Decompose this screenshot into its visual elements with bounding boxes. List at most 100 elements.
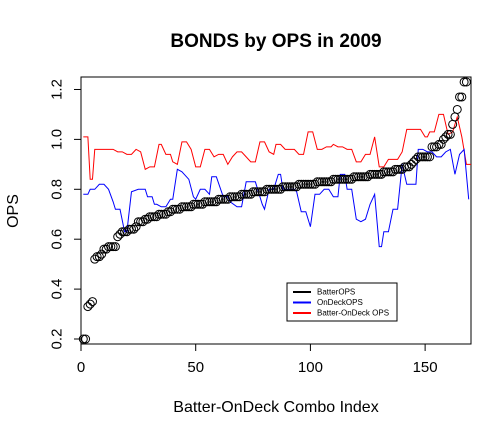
- batter-ops-point: [129, 224, 139, 234]
- batter-ops-point: [351, 172, 361, 182]
- legend-label: BatterOPS: [317, 288, 355, 297]
- batter-ops-point: [461, 77, 471, 87]
- batter-ops-point: [269, 184, 279, 194]
- batter-ops-point: [413, 152, 423, 162]
- batter-ops-point: [335, 174, 345, 184]
- batter-ops-point: [312, 177, 322, 187]
- batter-ops-point: [317, 177, 327, 187]
- batter-ops-point: [333, 174, 343, 184]
- batter-ops-point: [422, 152, 432, 162]
- batter-ops-point: [278, 182, 288, 192]
- batter-ops-point: [204, 197, 214, 207]
- series-layer: [78, 77, 471, 344]
- batter-ops-point: [85, 299, 95, 309]
- y-axis-title: OPS: [5, 194, 22, 228]
- y-tick-label: 1.2: [49, 79, 66, 100]
- batter-ops-point: [216, 194, 226, 204]
- legend-label: Batter-OnDeck OPS: [317, 309, 389, 318]
- batter-ops-point: [432, 142, 442, 152]
- batter-ops-point: [354, 172, 364, 182]
- batter-ops-point: [390, 164, 400, 174]
- batter-ops-point: [97, 249, 107, 259]
- plot-frame: [80, 76, 472, 345]
- batter-ops-point: [338, 174, 348, 184]
- batter-ops-point: [365, 169, 375, 179]
- batter-ops-point: [301, 179, 311, 189]
- batter-ops-point: [200, 197, 210, 207]
- batter-ops-point: [250, 187, 260, 197]
- ondeckops-line: [83, 148, 470, 248]
- batter-ops-point: [296, 179, 306, 189]
- batter-ops-point: [227, 192, 237, 202]
- x-tick-label: 0: [77, 359, 85, 376]
- batter-ondeck-ops-line: [83, 113, 471, 180]
- batter-ops-point: [340, 174, 350, 184]
- batter-ops-point: [179, 202, 189, 212]
- batter-ops-point: [455, 92, 465, 102]
- batter-ops-point: [356, 172, 366, 182]
- batter-ops-point: [438, 134, 448, 144]
- batter-ops-point: [416, 152, 426, 162]
- batter-ops-point: [367, 169, 377, 179]
- batter-ops-point: [436, 139, 446, 149]
- batter-ops-point: [402, 162, 412, 172]
- batter-ops-point: [191, 199, 201, 209]
- batter-ops-point: [379, 167, 389, 177]
- batter-ops-point: [418, 152, 428, 162]
- batter-ops-point: [177, 202, 187, 212]
- batter-ops-point: [138, 217, 148, 227]
- batter-ops-point: [409, 157, 419, 167]
- batter-ops-point: [319, 177, 329, 187]
- x-tick-label: 50: [187, 359, 204, 376]
- batter-ops-point: [457, 92, 467, 102]
- batter-ops-point: [108, 242, 118, 252]
- batter-ops-point: [83, 302, 93, 312]
- batter-ops-point: [280, 182, 290, 192]
- batter-ops-point: [90, 254, 100, 264]
- batter-ops-point: [452, 104, 462, 114]
- batter-ops-point: [294, 179, 304, 189]
- batter-ops-point: [168, 204, 178, 214]
- batter-ops-point: [370, 169, 380, 179]
- batter-ops-point: [406, 159, 416, 169]
- batter-ops-point: [331, 174, 341, 184]
- batter-ops-point: [94, 252, 104, 262]
- batter-ops-point: [154, 209, 164, 219]
- batter-ops-point: [299, 179, 309, 189]
- batter-ops-point: [202, 197, 212, 207]
- x-axis-title: Batter-OnDeck Combo Index: [173, 399, 378, 416]
- batter-ops-point: [113, 232, 123, 242]
- x-tick-label: 150: [413, 359, 438, 376]
- batter-ops-point: [92, 252, 102, 262]
- batter-ops-point: [282, 182, 292, 192]
- batter-ops-point: [266, 184, 276, 194]
- chart-title: BONDS by OPS in 2009: [170, 31, 381, 52]
- batter-ops-point: [445, 129, 455, 139]
- batter-ops-point: [214, 194, 224, 204]
- y-tick-label: 0.6: [49, 229, 66, 250]
- y-axis: 0.2 0.4 0.6 0.8 1.0 1.2: [49, 79, 82, 349]
- batter-ops-point: [104, 242, 114, 252]
- batter-ops-point: [315, 177, 325, 187]
- batter-ops-point: [161, 209, 171, 219]
- batter-ops-point: [126, 224, 136, 234]
- batter-ops-point: [381, 167, 391, 177]
- batterops-points: [78, 77, 471, 344]
- batter-ops-point: [404, 162, 414, 172]
- batter-ops-point: [443, 129, 453, 139]
- batter-ops-point: [420, 152, 430, 162]
- batter-ops-point: [237, 189, 247, 199]
- batter-ops-point: [110, 242, 120, 252]
- batter-ops-point: [131, 222, 141, 232]
- batter-ops-point: [248, 187, 258, 197]
- batter-ops-point: [303, 179, 313, 189]
- batter-ops-point: [459, 77, 469, 87]
- batter-ops-point: [87, 297, 97, 307]
- x-axis: 0 50 100 150: [77, 343, 438, 376]
- y-tick-label: 0.8: [49, 179, 66, 200]
- batter-ops-point: [285, 182, 295, 192]
- batter-ops-point: [145, 212, 155, 222]
